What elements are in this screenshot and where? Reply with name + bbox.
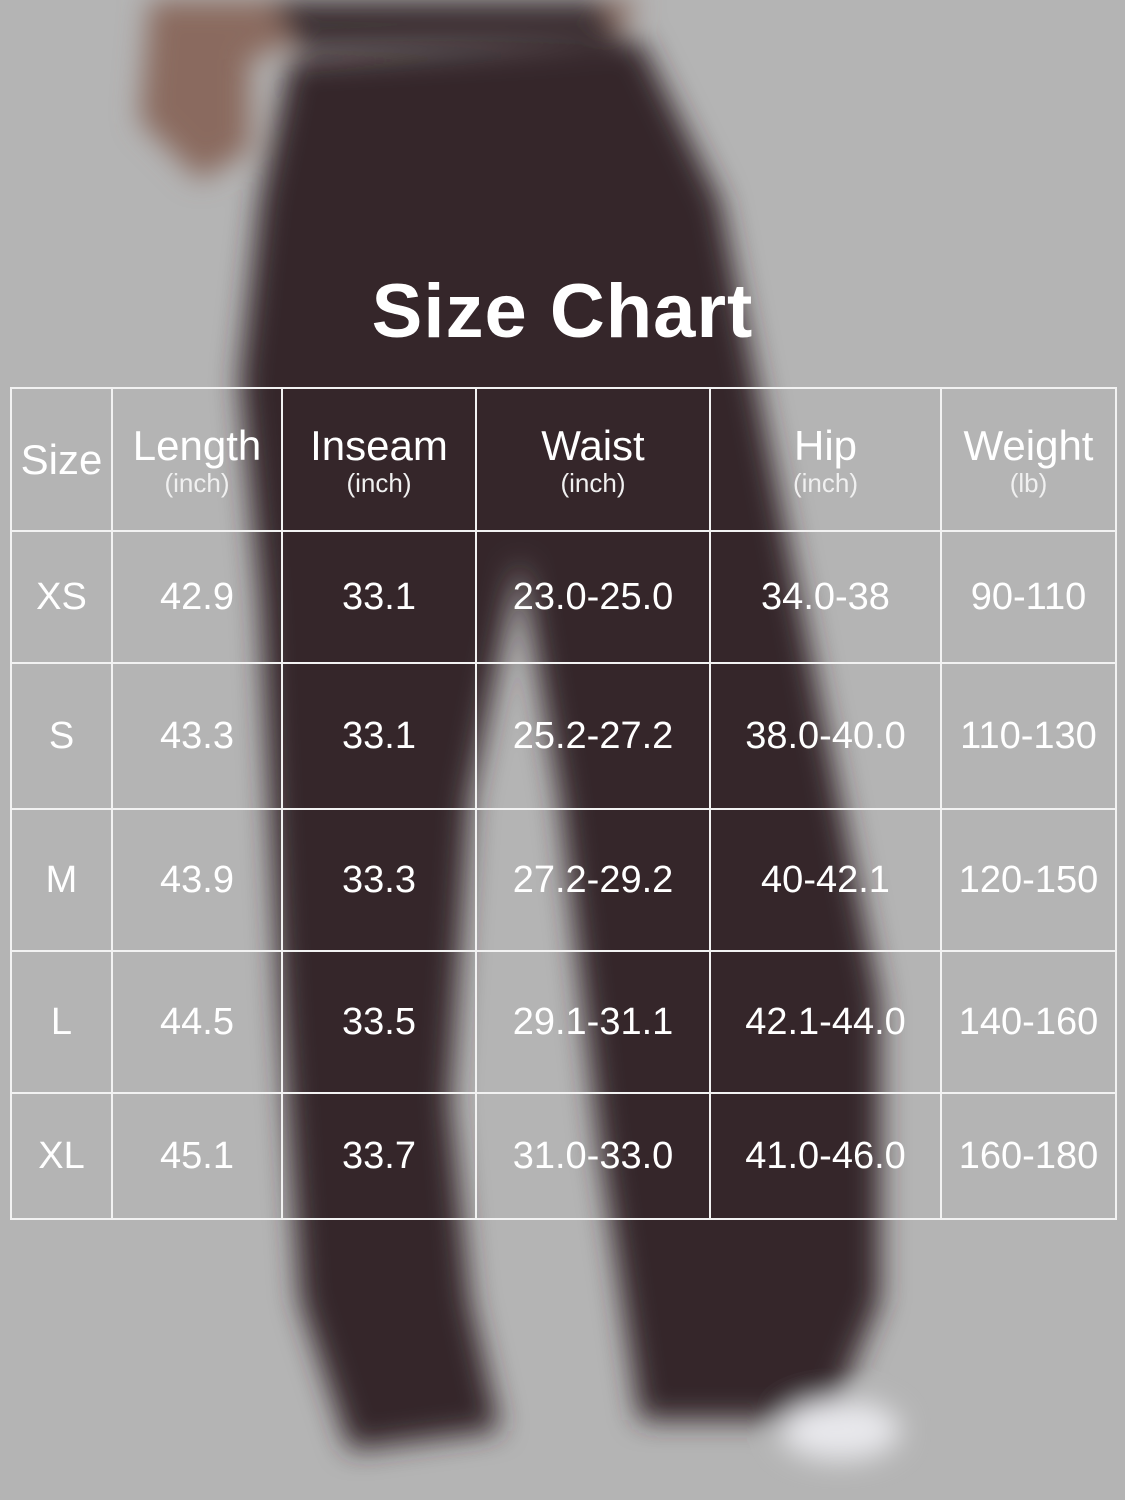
table-row: XL 45.1 33.7 31.0-33.0 41.0-46.0 160-180 (10, 1092, 1117, 1220)
cell-weight: 120-150 (940, 808, 1117, 952)
header-label: Waist (541, 421, 645, 469)
cell-hip: 34.0-38 (709, 530, 942, 664)
cell-waist: 23.0-25.0 (475, 530, 711, 664)
header-hip: Hip (inch) (709, 387, 942, 532)
header-label: Hip (793, 421, 858, 469)
table-row: S 43.3 33.1 25.2-27.2 38.0-40.0 110-130 (10, 662, 1117, 810)
cell-waist: 25.2-27.2 (475, 662, 711, 810)
header-unit: (inch) (164, 467, 230, 498)
cell-weight: 110-130 (940, 662, 1117, 810)
header-unit: (inch) (560, 467, 626, 498)
table-row: L 44.5 33.5 29.1-31.1 42.1-44.0 140-160 (10, 950, 1117, 1094)
header-length: Length (inch) (111, 387, 283, 532)
table-row: M 43.9 33.3 27.2-29.2 40-42.1 120-150 (10, 808, 1117, 952)
cell-hip: 40-42.1 (709, 808, 942, 952)
page-title: Size Chart (371, 269, 754, 354)
cell-weight: 140-160 (940, 950, 1117, 1094)
cell-waist: 29.1-31.1 (475, 950, 711, 1094)
cell-waist: 31.0-33.0 (475, 1092, 711, 1220)
cell-size: L (10, 950, 113, 1094)
cell-hip: 41.0-46.0 (709, 1092, 942, 1220)
cell-length: 43.3 (111, 662, 283, 810)
cell-hip: 38.0-40.0 (709, 662, 942, 810)
cell-length: 42.9 (111, 530, 283, 664)
cell-waist: 27.2-29.2 (475, 808, 711, 952)
header-label: Size (20, 435, 103, 483)
table-row: XS 42.9 33.1 23.0-25.0 34.0-38 90-110 (10, 530, 1117, 664)
header-inseam: Inseam (inch) (281, 387, 477, 532)
header-weight: Weight (lb) (940, 387, 1117, 532)
cell-weight: 160-180 (940, 1092, 1117, 1220)
header-label: Weight (963, 421, 1094, 469)
cell-inseam: 33.1 (281, 662, 477, 810)
header-waist: Waist (inch) (475, 387, 711, 532)
header-label: Length (132, 421, 262, 469)
cell-size: S (10, 662, 113, 810)
header-unit: (lb) (1009, 467, 1048, 498)
header-row: Size Length (inch) Inseam (inch) Waist (inc… (10, 387, 1117, 532)
cell-size: M (10, 808, 113, 952)
cell-size: XL (10, 1092, 113, 1220)
cell-length: 44.5 (111, 950, 283, 1094)
cell-inseam: 33.5 (281, 950, 477, 1094)
cell-length: 45.1 (111, 1092, 283, 1220)
cell-hip: 42.1-44.0 (709, 950, 942, 1094)
cell-inseam: 33.1 (281, 530, 477, 664)
cell-inseam: 33.3 (281, 808, 477, 952)
cell-weight: 90-110 (940, 530, 1117, 664)
size-chart-table: Size Length (inch) Inseam (inch) Waist (inc… (10, 387, 1117, 1220)
cell-inseam: 33.7 (281, 1092, 477, 1220)
header-size: Size (10, 387, 113, 532)
header-label: Inseam (310, 421, 448, 469)
header-unit: (inch) (346, 467, 412, 498)
cell-length: 43.9 (111, 808, 283, 952)
header-unit: (inch) (792, 467, 858, 498)
cell-size: XS (10, 530, 113, 664)
